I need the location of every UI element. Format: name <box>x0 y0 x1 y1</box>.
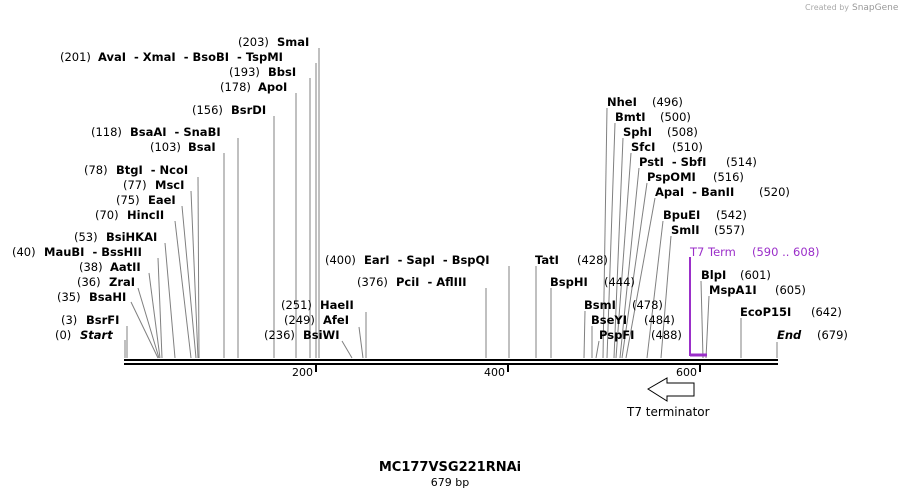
site-name[interactable]: MspA1I <box>709 283 757 297</box>
site-pos: (642) <box>811 305 842 319</box>
site-pos: (478) <box>632 298 663 312</box>
site-pos: (78) <box>84 163 108 177</box>
site-pos: (201) <box>60 50 91 64</box>
site-name[interactable]: MauBI - BssHII <box>44 245 142 259</box>
snapgene-brand: SnapGene <box>852 3 899 13</box>
site-name[interactable]: EaeI <box>148 193 176 207</box>
site-pos: (35) <box>57 290 81 304</box>
site-name[interactable]: SphI <box>623 125 652 139</box>
site-pos: (510) <box>672 140 703 154</box>
site-pos: (488) <box>651 328 682 342</box>
site-pos: (557) <box>714 223 745 237</box>
site-name[interactable]: BsiWI <box>303 328 340 342</box>
site-pos: (500) <box>660 110 691 124</box>
site-name[interactable]: BbsI <box>268 65 296 79</box>
site-pos: (118) <box>91 125 122 139</box>
map-title: MC177VSG221RNAi <box>379 460 521 475</box>
site-pos: (508) <box>667 125 698 139</box>
site-name[interactable]: Start <box>80 328 113 342</box>
site-pos: (193) <box>229 65 260 79</box>
site-name[interactable]: HaeII <box>320 298 354 312</box>
site-pos: (251) <box>281 298 312 312</box>
site-name[interactable]: EarI - SapI - BspQI <box>364 253 490 267</box>
site-name[interactable]: PciI - AflIII <box>396 275 467 289</box>
site-pos: (203) <box>238 35 269 49</box>
site-name[interactable]: BtgI - NcoI <box>116 163 188 177</box>
site-name[interactable]: PspOMI <box>647 170 696 184</box>
site-name[interactable]: BmtI <box>615 110 646 124</box>
feature-range: (590 .. 608) <box>752 245 820 259</box>
ruler-tick-200: 200 <box>292 366 313 379</box>
site-pos: (484) <box>644 313 675 327</box>
site-pos: (520) <box>759 185 790 199</box>
site-pos: (601) <box>740 268 771 282</box>
site-name[interactable]: BsaHI <box>89 290 126 304</box>
site-name[interactable]: MscI <box>155 178 184 192</box>
map-subtitle: 679 bp <box>431 476 469 489</box>
site-name[interactable]: ApoI <box>258 80 287 94</box>
site-pos: (70) <box>95 208 119 222</box>
site-pos: (376) <box>357 275 388 289</box>
site-name[interactable]: BsrDI <box>231 103 266 117</box>
site-name[interactable]: EcoP15I <box>740 305 791 319</box>
site-pos: (36) <box>77 275 101 289</box>
site-name[interactable]: NheI <box>607 95 637 109</box>
credit-text: Created by <box>805 3 849 12</box>
site-name[interactable]: SmlI <box>671 223 700 237</box>
site-pos: (516) <box>713 170 744 184</box>
site-name[interactable]: PspFI <box>599 328 634 342</box>
site-name[interactable]: AatII <box>110 260 141 274</box>
site-pos: (53) <box>74 230 98 244</box>
site-pos: (605) <box>775 283 806 297</box>
arrow-label: T7 terminator <box>626 405 710 419</box>
site-name[interactable]: ApaI - BanII <box>655 185 734 199</box>
site-name[interactable]: BsaI <box>188 140 216 154</box>
site-name[interactable]: ZraI <box>109 275 135 289</box>
site-pos: (103) <box>150 140 181 154</box>
site-name[interactable]: BseYI <box>591 313 627 327</box>
t7-terminator-arrow[interactable] <box>647 377 695 402</box>
site-pos: (496) <box>652 95 683 109</box>
site-pos: (3) <box>61 313 77 327</box>
site-name[interactable]: BsiHKAI <box>106 230 157 244</box>
site-pos: (178) <box>220 80 251 94</box>
feature-name: T7 Term <box>689 245 736 259</box>
ruler: 200 400 600 <box>292 364 701 379</box>
leader-lines <box>124 48 778 359</box>
site-pos: (249) <box>284 313 315 327</box>
site-name[interactable]: End <box>777 328 802 342</box>
site-name[interactable]: BlpI <box>701 268 726 282</box>
ruler-tick-600: 600 <box>676 366 697 379</box>
backbone <box>124 359 778 365</box>
site-pos: (428) <box>577 253 608 267</box>
site-pos: (38) <box>79 260 103 274</box>
site-pos: (236) <box>264 328 295 342</box>
site-pos: (400) <box>325 253 356 267</box>
site-labels: (0) Start (3) BsrFI (35) BsaHI (36) ZraI… <box>12 35 848 342</box>
site-pos: (40) <box>12 245 36 259</box>
site-name[interactable]: BsmI <box>584 298 616 312</box>
site-pos: (444) <box>604 275 635 289</box>
t7-term-feature[interactable] <box>689 257 707 357</box>
site-name[interactable]: AvaI - XmaI - BsoBI - TspMI <box>98 50 283 64</box>
site-name[interactable]: BpuEI <box>663 208 700 222</box>
site-pos: (542) <box>716 208 747 222</box>
site-name[interactable]: SfcI <box>631 140 655 154</box>
site-name[interactable]: BspHI <box>550 275 588 289</box>
site-name[interactable]: TatI <box>535 253 559 267</box>
site-pos: (77) <box>123 178 147 192</box>
site-name[interactable]: BsrFI <box>86 313 119 327</box>
site-pos: (75) <box>116 193 140 207</box>
site-name[interactable]: BsaAI - SnaBI <box>130 125 221 139</box>
site-pos: (679) <box>817 328 848 342</box>
site-pos: (514) <box>726 155 757 169</box>
ruler-tick-400: 400 <box>484 366 505 379</box>
site-name[interactable]: SmaI <box>277 35 309 49</box>
site-name[interactable]: HincII <box>127 208 164 222</box>
site-name[interactable]: AfeI <box>323 313 349 327</box>
site-pos: (156) <box>192 103 223 117</box>
site-pos: (0) <box>55 328 71 342</box>
site-name[interactable]: PstI - SbfI <box>639 155 706 169</box>
